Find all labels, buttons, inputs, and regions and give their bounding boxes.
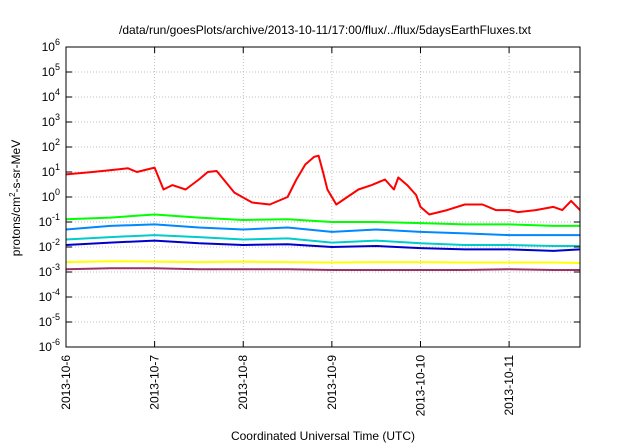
x-tick-label: 2013-10-9	[325, 355, 339, 410]
series-line-4	[65, 239, 581, 252]
y-tick-label: 105	[42, 62, 60, 79]
y-tick-label: 104	[42, 87, 60, 104]
series-line-6	[65, 267, 580, 271]
series-line-3	[65, 234, 580, 247]
y-tick-label: 101	[42, 162, 60, 179]
x-axis: 2013-10-6 2013-10-7 2013-10-8 2013-10-9 2013…	[59, 47, 516, 416]
y-axis-label: protons/cm2-s-sr-MeV	[8, 140, 23, 256]
y-tick-label: 102	[42, 137, 60, 154]
y-tick-label: 10-1	[39, 212, 60, 229]
series-line-5	[65, 260, 581, 264]
y-tick-label: 10-2	[39, 237, 60, 254]
series-line-1	[65, 213, 580, 227]
x-axis-label: Coordinated Universal Time (UTC)	[231, 429, 415, 443]
y-axis: 10-6 10-5 10-4 10-3 10-2 10-1 100 101 102 103 104 1…	[39, 37, 580, 354]
series-layer	[65, 154, 581, 271]
y-tick-label: 103	[42, 112, 60, 129]
y-tick-label: 10-6	[39, 337, 60, 354]
x-tick-label: 2013-10-10	[413, 355, 427, 417]
x-tick-label: 2013-10-6	[59, 355, 73, 410]
y-tick-label: 106	[42, 37, 60, 54]
x-tick-label: 2013-10-7	[148, 355, 162, 410]
y-tick-label: 100	[42, 187, 60, 204]
y-tick-label: 10-4	[39, 287, 60, 304]
chart-title: /data/run/goesPlots/archive/2013-10-11/1…	[119, 23, 532, 37]
y-tick-label: 10-3	[39, 262, 60, 279]
series-line-2	[65, 223, 580, 237]
plot-frame	[65, 46, 581, 348]
x-tick-label: 2013-10-8	[236, 355, 250, 410]
x-tick-label: 2013-10-11	[502, 355, 516, 416]
series-line-0	[65, 154, 581, 216]
y-tick-label: 10-5	[39, 312, 60, 329]
grid	[66, 47, 580, 347]
